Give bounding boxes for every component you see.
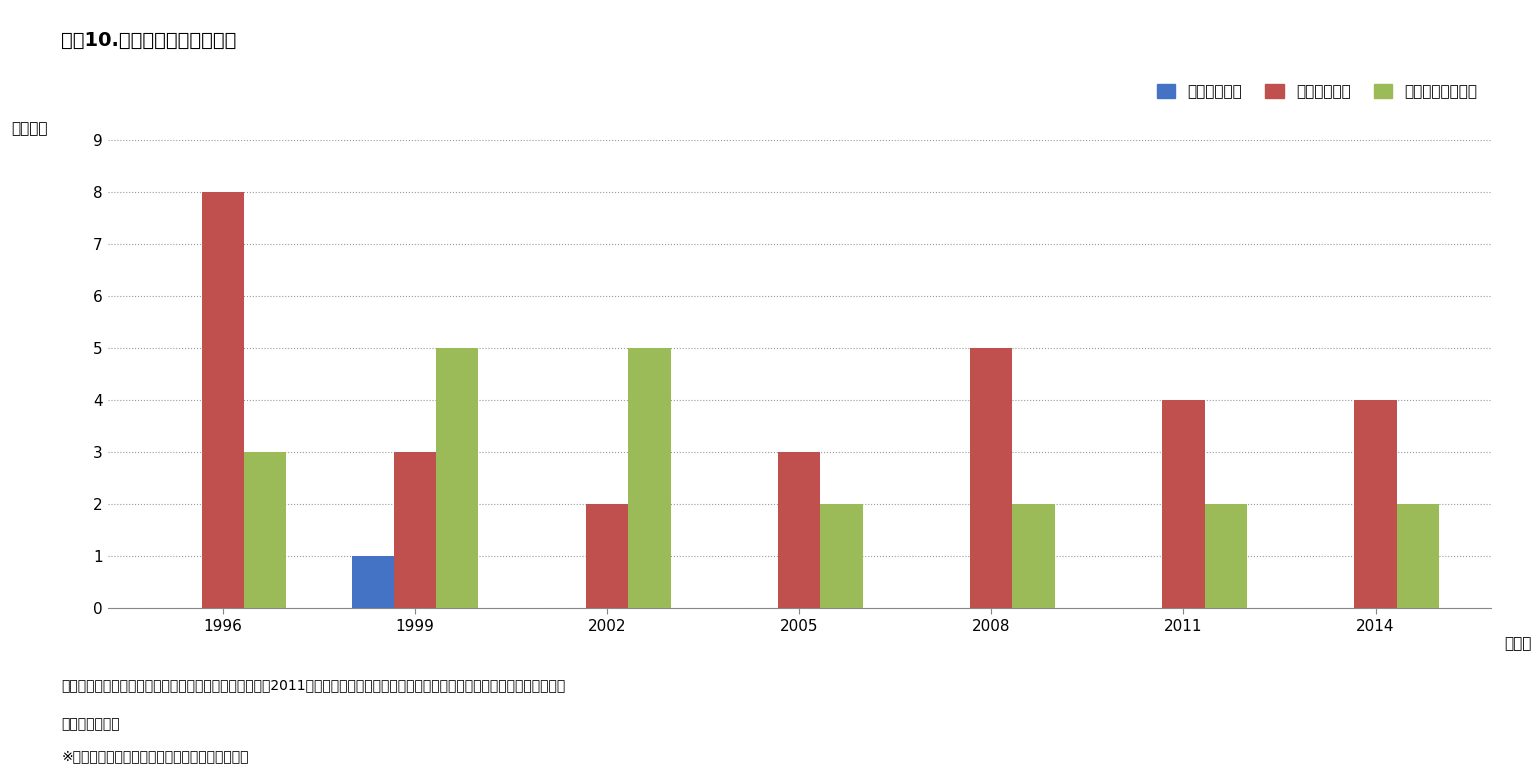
Text: 図表10.　無月経患者数の推移: 図表10. 無月経患者数の推移 <box>61 31 237 50</box>
Bar <box>393 452 437 608</box>
Bar <box>1205 505 1247 608</box>
Bar <box>778 452 821 608</box>
Bar <box>970 349 1013 608</box>
Text: でいない。: でいない。 <box>61 718 120 732</box>
Bar <box>437 349 478 608</box>
Bar <box>629 349 670 608</box>
Text: （千人）: （千人） <box>11 121 48 136</box>
Bar <box>1013 505 1054 608</box>
Text: ＊　統計上、千人未満の端数は、四捨五入されている。2011年のデータは、宮城県の石巻医療圏、気仙沼医療圏及び福島県を含ん: ＊ 統計上、千人未満の端数は、四捨五入されている。2011年のデータは、宮城県の… <box>61 679 566 693</box>
Bar <box>1162 400 1205 608</box>
Text: （年）: （年） <box>1505 636 1532 651</box>
Bar <box>1397 505 1439 608</box>
Bar <box>201 193 244 608</box>
Bar <box>1354 400 1397 608</box>
Bar <box>586 505 629 608</box>
Bar <box>352 556 393 608</box>
Legend: 原発性無月経, 続発性無月経, 無月経、詳細不明: 原発性無月経, 続発性無月経, 無月経、詳細不明 <box>1151 78 1483 105</box>
Bar <box>244 452 286 608</box>
Bar <box>821 505 862 608</box>
Text: ※　「患者調査」（厚生労働省）より、筆者作成: ※ 「患者調査」（厚生労働省）より、筆者作成 <box>61 749 249 763</box>
